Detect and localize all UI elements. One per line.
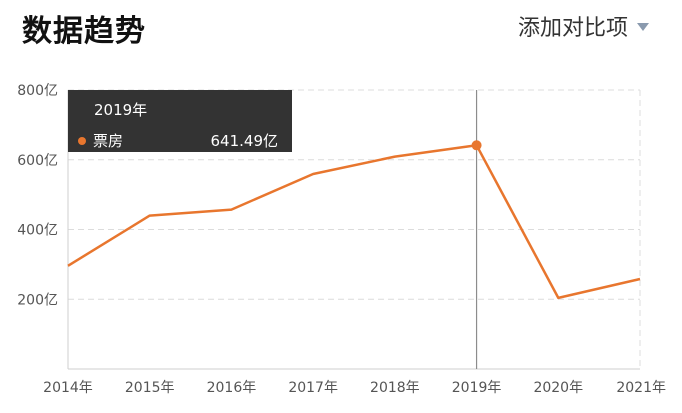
x-tick-label: 2019年	[452, 380, 502, 396]
x-tick-label: 2020年	[533, 380, 583, 396]
x-tick-label: 2021年	[616, 380, 666, 396]
y-tick-label: 400亿	[17, 223, 58, 239]
page-title: 数据趋势	[22, 14, 146, 49]
series-line-box-office	[67, 144, 641, 300]
chart-tooltip: 2019年 票房 641.49亿	[68, 90, 292, 152]
x-tick-label: 2016年	[207, 380, 257, 396]
x-tick-label: 2017年	[288, 380, 338, 396]
highlight-point	[471, 140, 482, 151]
y-tick-labels: 200亿 400亿 600亿 800亿	[17, 83, 58, 308]
x-tick-label: 2014年	[43, 380, 93, 396]
add-compare-dropdown[interactable]: 添加对比项	[518, 10, 650, 42]
caret-down-icon	[636, 17, 650, 36]
tooltip-series-name: 票房	[93, 132, 124, 150]
x-tick-labels: 2014年 2015年 2016年 2017年 2018年 2019年 2020年 2021年	[43, 380, 666, 396]
y-tick-label: 800亿	[17, 83, 58, 99]
y-tick-label: 200亿	[17, 292, 58, 308]
x-tick-label: 2015年	[125, 380, 175, 396]
x-tick-label: 2018年	[370, 380, 420, 396]
add-compare-label: 添加对比项	[517, 16, 628, 41]
tooltip-series-value: 641.49亿	[210, 132, 279, 150]
tooltip-row: 票房 641.49亿	[78, 130, 282, 151]
series-points	[67, 140, 641, 298]
series-dot-icon	[78, 136, 86, 145]
y-tick-label: 600亿	[17, 153, 58, 169]
tooltip-title: 2019年	[94, 101, 148, 119]
